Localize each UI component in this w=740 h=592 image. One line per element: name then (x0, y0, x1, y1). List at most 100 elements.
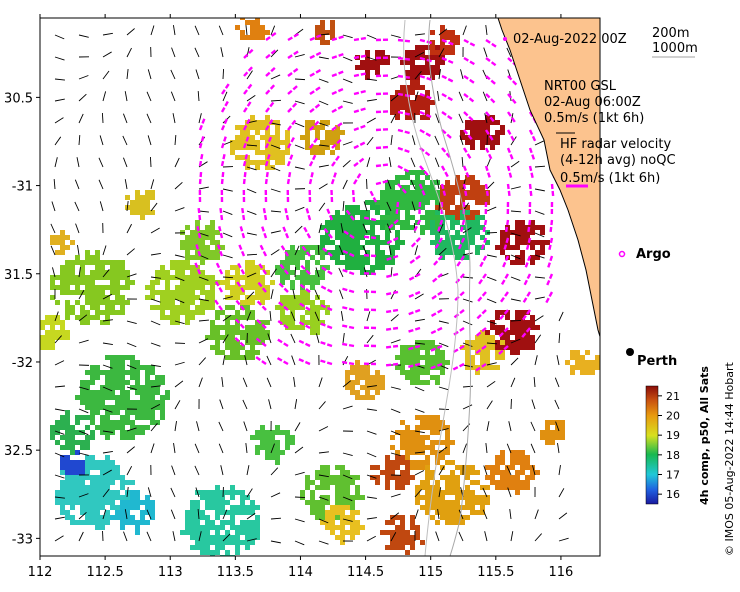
sst-pixel (515, 475, 520, 480)
sst-pixel (105, 500, 110, 505)
sst-pixel (210, 490, 215, 495)
sst-pixel (235, 265, 240, 270)
sst-pixel (140, 520, 145, 525)
sst-pixel (230, 325, 235, 330)
sst-pixel (525, 485, 530, 490)
sst-pixel (235, 295, 240, 300)
sst-pixel (55, 240, 60, 245)
sst-pixel (245, 305, 250, 310)
sst-pixel (330, 135, 335, 140)
sst-pixel (170, 290, 175, 295)
sst-pixel (65, 260, 70, 265)
sst-pixel (465, 215, 470, 220)
sst-pixel (205, 545, 210, 550)
sst-pixel (500, 485, 505, 490)
sst-pixel (400, 85, 405, 90)
sst-pixel (335, 135, 340, 140)
sst-pixel (350, 225, 355, 230)
sst-pixel (355, 395, 360, 400)
sst-pixel (250, 335, 255, 340)
sst-pixel (355, 220, 360, 225)
sst-pixel (320, 255, 325, 260)
sst-pixel (65, 270, 70, 275)
sst-pixel (135, 525, 140, 530)
sst-pixel (435, 50, 440, 55)
sst-pixel (275, 270, 280, 275)
sst-pixel (255, 150, 260, 155)
sst-pixel (530, 220, 535, 225)
sst-pixel (465, 195, 470, 200)
sst-pixel (190, 300, 195, 305)
sst-pixel (130, 490, 135, 495)
sst-pixel (425, 190, 430, 195)
sst-pixel (300, 270, 305, 275)
sst-pixel (500, 450, 505, 455)
current-arrow (52, 267, 56, 278)
sst-pixel (240, 135, 245, 140)
sst-pixel (70, 270, 75, 275)
sst-pixel (245, 280, 250, 285)
sst-pixel (135, 370, 140, 375)
sst-pixel (435, 355, 440, 360)
sst-pixel (110, 425, 115, 430)
sst-pixel (515, 260, 520, 265)
sst-pixel (515, 220, 520, 225)
sst-pixel (315, 250, 320, 255)
sst-pixel (155, 290, 160, 295)
sst-pixel (305, 295, 310, 300)
sst-pixel (230, 265, 235, 270)
sst-pixel (475, 180, 480, 185)
sst-pixel (430, 100, 435, 105)
sst-pixel (190, 545, 195, 550)
sst-pixel (120, 520, 125, 525)
sst-pixel (530, 335, 535, 340)
sst-pixel (590, 360, 595, 365)
sst-pixel (515, 230, 520, 235)
sst-pixel (440, 205, 445, 210)
sst-pixel (320, 470, 325, 475)
sst-pixel (450, 225, 455, 230)
sst-pixel (115, 280, 120, 285)
sst-pixel (95, 465, 100, 470)
sst-pixel (385, 185, 390, 190)
sst-pixel (70, 520, 75, 525)
current-arrow (102, 469, 112, 476)
sst-pixel (60, 275, 65, 280)
sst-pixel (370, 225, 375, 230)
sst-pixel (445, 180, 450, 185)
sst-pixel (65, 435, 70, 440)
sst-pixel (245, 285, 250, 290)
sst-pixel (260, 430, 265, 435)
sst-pixel (90, 370, 95, 375)
sst-pixel (320, 500, 325, 505)
sst-pixel (445, 190, 450, 195)
sst-pixel (90, 390, 95, 395)
sst-pixel (425, 345, 430, 350)
sst-pixel (515, 225, 520, 230)
sst-pixel (80, 485, 85, 490)
sst-pixel (485, 345, 490, 350)
sst-pixel (330, 240, 335, 245)
sst-pixel (415, 365, 420, 370)
sst-pixel (365, 50, 370, 55)
sst-pixel (175, 320, 180, 325)
sst-pixel (425, 200, 430, 205)
current-arrow (146, 113, 152, 124)
sst-pixel (335, 145, 340, 150)
sst-pixel (500, 240, 505, 245)
sst-pixel (405, 465, 410, 470)
sst-pixel (360, 495, 365, 500)
sst-pixel (125, 380, 130, 385)
sst-pixel (155, 390, 160, 395)
sst-pixel (190, 290, 195, 295)
sst-pixel (150, 295, 155, 300)
sst-pixel (325, 515, 330, 520)
sst-pixel (220, 500, 225, 505)
sst-pixel (190, 520, 195, 525)
sst-pixel (145, 425, 150, 430)
sst-pixel (265, 295, 270, 300)
sst-pixel (440, 450, 445, 455)
sst-pixel (500, 250, 505, 255)
sst-pixel (60, 490, 65, 495)
